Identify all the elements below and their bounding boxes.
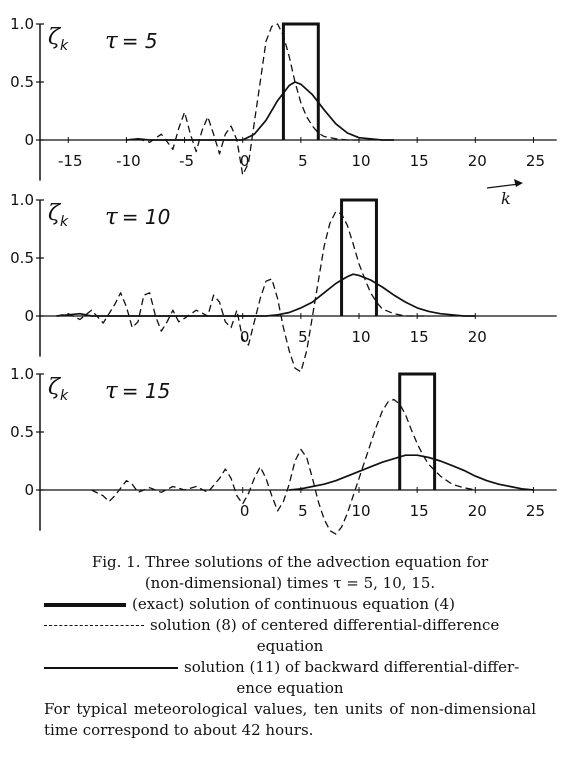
y-tick-label: 0.5 bbox=[10, 73, 34, 91]
caption-line-2: (non-dimensional) times τ = 5, 10, 15. bbox=[144, 574, 436, 592]
legend-exact: (exact) solution of continuous equation … bbox=[44, 594, 536, 615]
legend-backward-label: solution (11) of backward differential-d… bbox=[184, 658, 520, 676]
exact-solution-pulse bbox=[340, 198, 378, 316]
tau-label: τ = 10 bbox=[105, 204, 170, 230]
tau-label: τ = 15 bbox=[105, 378, 170, 404]
legend-backward-cont: ence equation bbox=[236, 679, 344, 697]
x-tick-label: 5 bbox=[298, 328, 308, 346]
legend-centered-cont: equation bbox=[256, 637, 324, 655]
x-tick-label: 0 bbox=[240, 328, 250, 346]
legend-centered-label: solution (8) of centered differential-di… bbox=[150, 616, 500, 634]
x-tick-label: -10 bbox=[116, 152, 141, 170]
legend-backward-swatch bbox=[44, 666, 178, 669]
x-tick-label: 15 bbox=[410, 328, 429, 346]
x-tick-label: 20 bbox=[468, 328, 487, 346]
x-tick-label: -15 bbox=[58, 152, 83, 170]
x-tick-label: 20 bbox=[468, 152, 487, 170]
legend-exact-swatch bbox=[44, 602, 126, 607]
panel-1: 1.0 0.5 0 -15 -10 -5 0 5 10 15 20 25 ζk τ = 5 k bbox=[10, 15, 557, 208]
centered-solution-line bbox=[126, 23, 359, 176]
x-tick-label: 10 bbox=[351, 328, 370, 346]
x-tick-label: 10 bbox=[351, 152, 370, 170]
x-tick-label: 5 bbox=[298, 502, 308, 520]
y-tick-label: 1.0 bbox=[10, 191, 34, 209]
caption-line-1: Fig. 1. Three solutions of the advection… bbox=[91, 553, 489, 571]
y-tick-label: 1.0 bbox=[10, 365, 34, 383]
x-axis-label: k bbox=[501, 189, 511, 208]
caption-note: For typical meteorological values, ten u… bbox=[44, 700, 536, 739]
centered-solution-line bbox=[91, 398, 476, 535]
exact-solution-pulse bbox=[398, 372, 437, 490]
x-tick-label: 25 bbox=[526, 152, 545, 170]
backward-solution-line bbox=[126, 81, 394, 141]
legend-centered-swatch bbox=[44, 625, 144, 626]
y-tick-label: 0.5 bbox=[10, 249, 34, 267]
backward-solution-line bbox=[56, 273, 476, 317]
tau-label: τ = 5 bbox=[105, 28, 158, 54]
y-tick-label: 0 bbox=[24, 131, 34, 149]
figure: 1.0 0.5 0 -15 -10 -5 0 5 10 15 20 25 ζk τ = 5 k 1.0 0.5 0 0… bbox=[10, 15, 557, 535]
backward-solution-line bbox=[289, 454, 534, 491]
y-tick-label: 1.0 bbox=[10, 15, 34, 33]
k-arrow-shaft bbox=[486, 183, 520, 189]
k-arrow-head bbox=[513, 179, 523, 187]
figure-caption: Fig. 1. Three solutions of the advection… bbox=[44, 552, 536, 741]
centered-solution-line bbox=[56, 210, 429, 373]
y-tick-label: 0 bbox=[24, 307, 34, 325]
x-tick-label: 25 bbox=[526, 502, 545, 520]
legend-exact-label: (exact) solution of continuous equation … bbox=[132, 595, 456, 613]
x-tick-label: 0 bbox=[240, 152, 250, 170]
legend-centered: solution (8) of centered differential-di… bbox=[44, 615, 536, 636]
exact-solution-pulse bbox=[281, 22, 320, 140]
x-tick-label: 15 bbox=[410, 152, 429, 170]
x-tick-label: 15 bbox=[410, 502, 429, 520]
y-axis-label: ζk bbox=[48, 375, 69, 404]
y-axis-label: ζk bbox=[48, 25, 69, 54]
legend-backward: solution (11) of backward differential-d… bbox=[44, 657, 536, 678]
panel-2: 1.0 0.5 0 0 5 10 15 20 ζk τ = 10 bbox=[10, 191, 557, 373]
y-axis-label: ζk bbox=[48, 201, 69, 230]
x-tick-label: 20 bbox=[468, 502, 487, 520]
y-tick-label: 0 bbox=[24, 481, 34, 499]
x-tick-label: 10 bbox=[351, 502, 370, 520]
x-tick-label: -5 bbox=[179, 152, 194, 170]
panel-3: 1.0 0.5 0 0 5 10 15 20 25 ζk τ = 15 bbox=[10, 365, 557, 535]
x-tick-label: 0 bbox=[240, 502, 250, 520]
figure-canvas: 1.0 0.5 0 -15 -10 -5 0 5 10 15 20 25 ζk τ = 5 k 1.0 0.5 0 0… bbox=[10, 15, 557, 535]
y-tick-label: 0.5 bbox=[10, 423, 34, 441]
x-tick-label: 5 bbox=[298, 152, 308, 170]
